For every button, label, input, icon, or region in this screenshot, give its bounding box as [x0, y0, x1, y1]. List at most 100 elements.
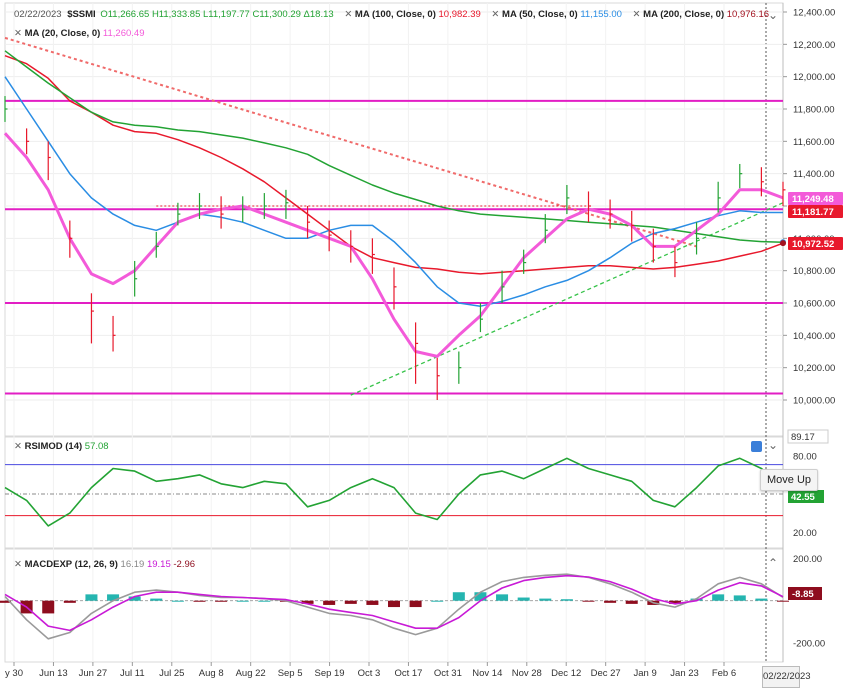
rsi-max-badge-label: 89.17 [791, 432, 815, 443]
macd-hist-bar [150, 598, 163, 601]
macd-tick-label: -200.00 [793, 639, 825, 650]
macd-hist-bar [560, 599, 573, 601]
header-change: Δ18.13 [303, 9, 334, 20]
macd-value-3: -2.96 [173, 559, 196, 570]
macd-label: MACDEXP (12, 26, 9) [24, 559, 118, 570]
ma100-close-icon[interactable]: ✕ [344, 9, 353, 20]
rsi-value: 57.08 [84, 441, 109, 452]
macd-hist-bar [777, 600, 789, 602]
macd-hist-bar [258, 600, 271, 602]
macd-hist-bar [539, 598, 552, 601]
date-tick-label: Dec 12 [551, 668, 581, 679]
macd-hist-bar [496, 594, 509, 601]
up-trendline [350, 202, 784, 396]
price-badges: 11,249.48 11,181.77 10,972.52 [788, 192, 843, 250]
date-tick-label: Aug 22 [236, 668, 266, 679]
macd-badge-bg [788, 587, 822, 600]
macd-hist-bar [388, 600, 400, 608]
price-bars [4, 96, 786, 400]
macd-hist-bar [733, 595, 746, 601]
macd-hist-bar [236, 600, 249, 602]
date-tick-label: Aug 8 [199, 668, 224, 679]
macd-hist-bar [107, 594, 120, 601]
price-axis: 12,400.00 12,200.00 12,000.00 11,800.00 11,6… [5, 8, 835, 407]
ma100-value: 10,982.39 [438, 9, 481, 20]
date-tick-label: Sep 5 [278, 668, 303, 679]
macd-hist-bar [431, 600, 444, 602]
price-tick-label: 11,400.00 [793, 169, 835, 180]
price-badge-label: 11,181.77 [792, 207, 834, 218]
macd-badge-label: -8.85 [792, 589, 814, 600]
header-low: L11,197.77 [203, 9, 250, 20]
macd-value-2: 19.15 [146, 559, 171, 570]
rsi-collapse-icon[interactable]: ⌄ [768, 438, 779, 452]
macd-collapse-icon[interactable]: ⌃ [768, 556, 779, 570]
header-row: 02/22/2023 $SSMI O11,266.65 H11,333.85 L… [14, 9, 769, 20]
macd-hist-bar [668, 600, 681, 604]
macd-hist-bar [712, 594, 725, 601]
ma20-label: MA (20, Close, 0) [24, 28, 101, 39]
ma50-close-icon[interactable]: ✕ [491, 9, 500, 20]
macd-hist-bar [171, 600, 184, 602]
header-open: O11,266.65 [100, 9, 150, 20]
ma20-close-icon[interactable]: ✕ [14, 28, 22, 39]
rsi-max-badge-bg [787, 429, 829, 444]
date-tick-label: Jan 23 [670, 668, 699, 679]
macd-hist-bar [128, 596, 141, 601]
date-tick-label: Nov 28 [512, 668, 542, 679]
date-tick-label: Oct 31 [434, 668, 462, 679]
price-tick-label: 10,400.00 [793, 331, 835, 342]
rsi-header: ✕ RSIMOD (14) 57.08 [14, 441, 109, 452]
ma200-end-dot [780, 240, 786, 247]
rsi-close-icon[interactable]: ✕ [14, 441, 22, 452]
date-axis: y 30 Jun 13 Jun 27 Jul 11 Jul 25 Aug 8 Aug 22 S… [5, 3, 736, 679]
ma20-value: 11,260.49 [102, 28, 145, 39]
price-tick-label: 12,400.00 [793, 8, 835, 19]
date-tick-label: Nov 14 [472, 668, 502, 679]
date-tick-label: Jun 27 [79, 668, 108, 679]
macd-hist-bar [452, 592, 465, 601]
rsi-label: RSIMOD (14) [24, 441, 83, 452]
ma50-label: MA (50, Close, 0) [502, 9, 578, 20]
ma100-label: MA (100, Close, 0) [354, 9, 436, 20]
price-tick-label: 12,200.00 [793, 40, 835, 51]
macd-close-icon[interactable]: ✕ [14, 559, 22, 570]
date-tick-label: Dec 27 [591, 668, 621, 679]
macd-hist-bar [344, 600, 357, 604]
price-tick-label: 10,800.00 [793, 266, 835, 277]
move-up-tooltip: Move Up [760, 469, 818, 491]
macd-hist-bar [85, 594, 98, 601]
crosshair-date-flag: 02/22/2023 [762, 666, 811, 688]
price-tick-label: 10,200.00 [793, 363, 835, 374]
date-tick-label: Oct 3 [358, 668, 381, 679]
rsi-value-badge-bg [788, 490, 824, 503]
ma200-label: MA (200, Close, 0) [643, 9, 725, 20]
ma100-line [4, 54, 784, 275]
header-row-2: ✕ MA (20, Close, 0) 11,260.49 [14, 28, 144, 39]
date-tick-label: Oct 17 [394, 668, 422, 679]
macd-hist-bar [193, 600, 206, 602]
ma200-close-icon[interactable]: ✕ [632, 9, 641, 20]
macd-tick-label: 200.00 [793, 554, 822, 565]
macd-hist-bar [582, 600, 595, 602]
price-pane-frame [4, 2, 784, 437]
price-pane-collapse-icon[interactable]: ⌄ [768, 8, 779, 22]
macd-hist-bar [215, 600, 228, 602]
price-tick-label: 10,000.00 [793, 396, 835, 407]
ma50-value: 11,155.00 [580, 9, 622, 20]
date-tick-label: Feb 6 [712, 668, 736, 679]
date-tick-label: Jan 9 [633, 668, 656, 679]
date-tick-label: Jul 11 [120, 668, 145, 679]
price-tick-label: 11,800.00 [793, 105, 835, 116]
price-badge-bg [788, 237, 843, 250]
macd-hist-bar [366, 600, 379, 605]
price-badge-label: 10,972.52 [792, 239, 834, 250]
rsi-value-badge-label: 42.55 [791, 492, 815, 503]
price-tick-label: 11,600.00 [793, 137, 835, 148]
macd-hist-bar [323, 600, 336, 605]
header-date: 02/22/2023 [14, 9, 62, 20]
header-symbol: $SSMI [67, 9, 96, 20]
rsi-move-up-icon[interactable] [751, 441, 762, 452]
price-tick-label: 10,600.00 [793, 299, 835, 310]
